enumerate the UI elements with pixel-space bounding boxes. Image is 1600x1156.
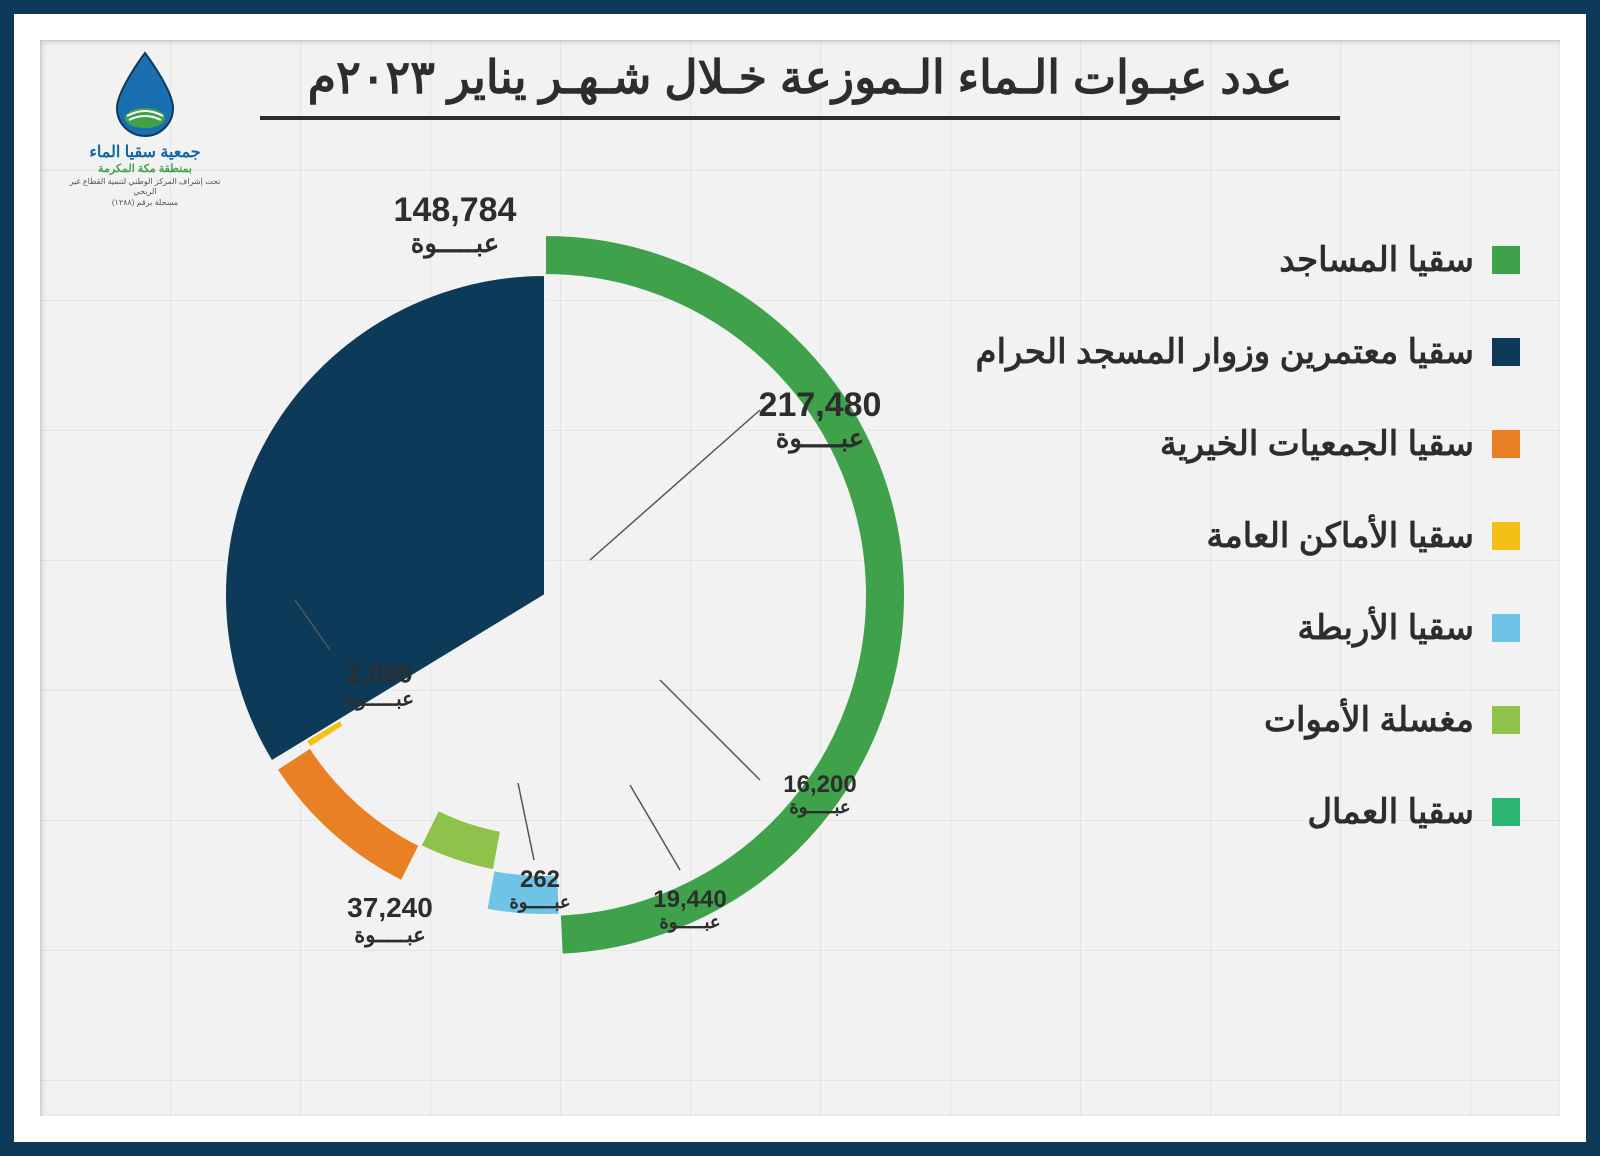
value-unit: عبـــــوة xyxy=(653,913,726,933)
legend-label: مغسلة الأموات xyxy=(1264,700,1474,740)
legend-item-deceased: مغسلة الأموات xyxy=(976,700,1520,740)
legend-label: سقيا الأربطة xyxy=(1297,608,1474,648)
slice-mosques xyxy=(545,235,905,955)
slice-charities xyxy=(277,748,420,882)
leader-line xyxy=(590,410,760,560)
legend: سقيا المساجد سقيا معتمرين وزوار المسجد ال… xyxy=(976,240,1520,832)
value-unit: عبـــــوة xyxy=(346,688,414,710)
slice-deceased xyxy=(420,810,501,870)
value-unit: عبـــــوة xyxy=(783,798,856,818)
org-name: جمعية سقيا الماء xyxy=(60,142,230,162)
legend-swatch xyxy=(1492,614,1520,642)
legend-label: سقيا المساجد xyxy=(1279,240,1474,280)
legend-label: سقيا العمال xyxy=(1307,792,1474,832)
value-number: 262 xyxy=(509,867,570,893)
legend-item-arbita: سقيا الأربطة xyxy=(976,608,1520,648)
value-unit: عبـــــوة xyxy=(394,229,517,258)
legend-swatch xyxy=(1492,706,1520,734)
water-drop-icon xyxy=(105,48,185,138)
legend-swatch xyxy=(1492,246,1520,274)
value-unit: عبـــــوة xyxy=(759,424,882,453)
legend-label: سقيا الجمعيات الخيرية xyxy=(1160,424,1474,464)
leader-line xyxy=(630,785,680,870)
value-number: 19,440 xyxy=(653,887,726,913)
legend-label: سقيا الأماكن العامة xyxy=(1206,516,1474,556)
value-label-deceased: 19,440عبـــــوة xyxy=(653,887,726,933)
legend-item-workers: سقيا العمال xyxy=(976,792,1520,832)
leader-line xyxy=(518,783,534,860)
value-unit: عبـــــوة xyxy=(347,924,433,947)
value-label-public: 2,080عبـــــوة xyxy=(346,660,414,711)
value-number: 148,784 xyxy=(394,192,517,229)
value-label-charities: 37,240عبـــــوة xyxy=(347,893,433,947)
slice-workers xyxy=(437,774,456,810)
legend-item-mosques: سقيا المساجد xyxy=(976,240,1520,280)
legend-item-charities: سقيا الجمعيات الخيرية xyxy=(976,424,1520,464)
value-label-arbita: 16,200عبـــــوة xyxy=(783,772,856,818)
legend-swatch xyxy=(1492,430,1520,458)
value-number: 37,240 xyxy=(347,893,433,924)
value-label-mosques: 217,480عبـــــوة xyxy=(759,387,882,453)
page-title: عدد عبـوات الـماء الـموزعة خـلال شـهـر ي… xyxy=(260,50,1340,120)
value-label-umrah: 148,784عبـــــوة xyxy=(394,192,517,258)
value-unit: عبـــــوة xyxy=(509,893,570,913)
value-number: 217,480 xyxy=(759,387,882,424)
legend-swatch xyxy=(1492,338,1520,366)
legend-item-umrah: سقيا معتمرين وزوار المسجد الحرام xyxy=(976,332,1520,372)
leader-line xyxy=(660,680,760,780)
legend-label: سقيا معتمرين وزوار المسجد الحرام xyxy=(976,332,1474,372)
legend-swatch xyxy=(1492,798,1520,826)
value-number: 2,080 xyxy=(346,660,414,689)
legend-item-public: سقيا الأماكن العامة xyxy=(976,516,1520,556)
value-label-workers: 262عبـــــوة xyxy=(509,867,570,913)
donut-chart: 217,480عبـــــوة148,784عبـــــوة37,240عب… xyxy=(120,170,970,1020)
value-number: 16,200 xyxy=(783,772,856,798)
legend-swatch xyxy=(1492,522,1520,550)
